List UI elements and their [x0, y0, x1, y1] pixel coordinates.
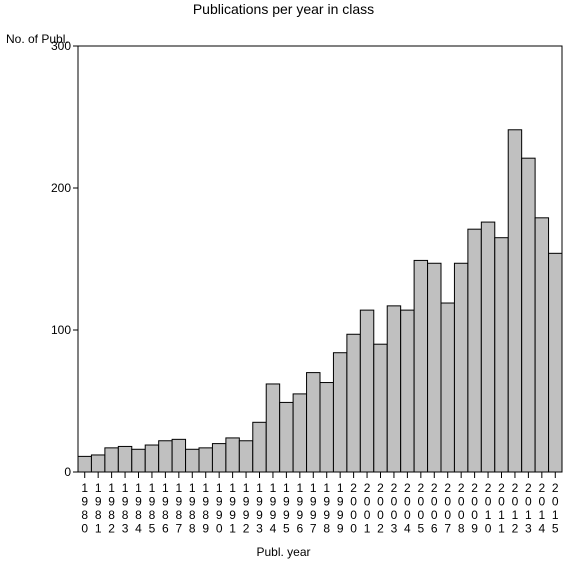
y-tick-label-100: 100	[51, 323, 71, 337]
bar-2005	[413, 259, 429, 473]
bar-1998	[319, 382, 334, 473]
bar-1985	[144, 444, 160, 473]
bar-2001	[359, 309, 375, 473]
bar-2014	[534, 217, 550, 473]
bar-1992	[238, 440, 254, 473]
bar-2008	[453, 262, 469, 473]
bar-1991	[225, 437, 240, 473]
bar-1999	[332, 352, 348, 473]
bar-1982	[104, 447, 119, 473]
bar-1983	[117, 445, 133, 473]
bar-1996	[292, 393, 308, 473]
bar-2000	[346, 333, 361, 473]
bar-2002	[373, 343, 388, 473]
bar-1988	[185, 448, 200, 473]
chart-title: Publications per year in class	[192, 1, 375, 17]
bar-1980	[77, 455, 92, 473]
bar-1995	[279, 401, 294, 473]
bar-1989	[198, 447, 213, 473]
bar-2007	[440, 302, 455, 473]
bar-1990	[211, 443, 227, 473]
x-axis-title: Publ. year	[256, 545, 311, 559]
y-tick-label-300: 300	[51, 39, 71, 53]
bar-1984	[131, 448, 146, 473]
bar-1981	[90, 454, 106, 473]
bar-2013	[521, 157, 536, 473]
bar-2004	[400, 309, 415, 473]
bar-2006	[427, 262, 442, 473]
bar-1993	[252, 421, 267, 473]
bar-2009	[467, 228, 482, 473]
bar-1987	[171, 438, 187, 473]
plot-frame	[77, 45, 563, 473]
bar-1994	[265, 383, 281, 473]
bar-2012	[507, 129, 523, 473]
bar-2010	[480, 221, 496, 473]
bar-2011	[494, 237, 509, 473]
bar-1986	[158, 440, 173, 473]
bar-1997	[306, 372, 321, 473]
bar-2003	[386, 305, 402, 473]
bar-2015	[548, 252, 563, 473]
y-tick-label-0: 0	[64, 465, 71, 479]
y-tick-label-200: 200	[51, 181, 71, 195]
y-axis-title: No. of Publ.	[6, 32, 69, 46]
